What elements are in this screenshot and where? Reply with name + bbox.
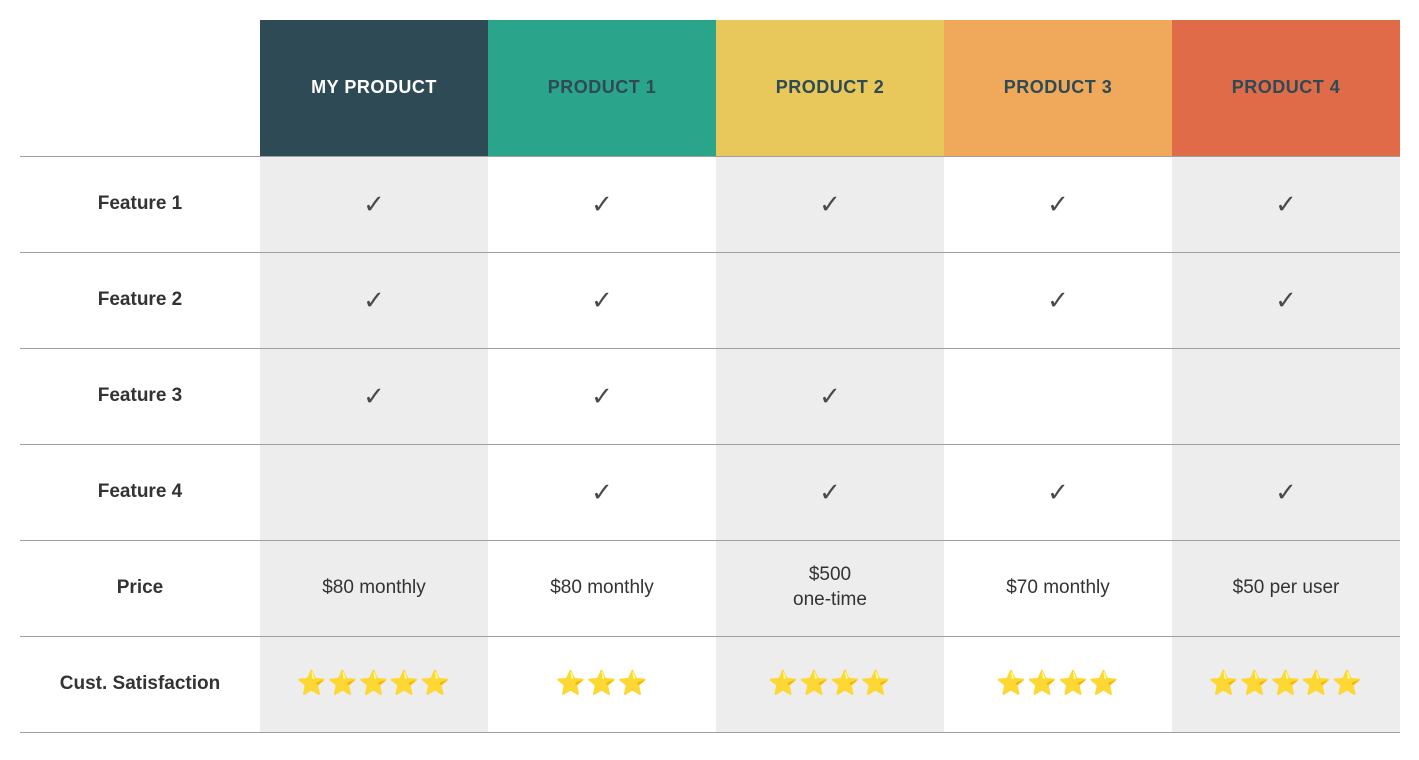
row-label: Price [20, 540, 260, 636]
cell-product_4 [1172, 348, 1400, 444]
cell-product_1: ⭐⭐⭐ [488, 636, 716, 732]
check-icon: ✓ [1047, 189, 1069, 219]
header-blank [20, 20, 260, 156]
cell-my_product: ✓ [260, 348, 488, 444]
cell-product_4: $50 per user [1172, 540, 1400, 636]
row-label: Feature 2 [20, 252, 260, 348]
cell-product_3: $70 monthly [944, 540, 1172, 636]
star-rating: ⭐⭐⭐⭐⭐ [297, 670, 451, 697]
row-label: Feature 4 [20, 444, 260, 540]
column-header-product_1: PRODUCT 1 [488, 20, 716, 156]
row-label: Cust. Satisfaction [20, 636, 260, 732]
cell-product_4: ⭐⭐⭐⭐⭐ [1172, 636, 1400, 732]
cell-product_1: ✓ [488, 348, 716, 444]
table-row: Price$80 monthly$80 monthly$500one-time$… [20, 540, 1400, 636]
column-header-product_2: PRODUCT 2 [716, 20, 944, 156]
cell-product_3: ✓ [944, 252, 1172, 348]
row-label: Feature 3 [20, 348, 260, 444]
check-icon: ✓ [819, 477, 841, 507]
cell-my_product: ⭐⭐⭐⭐⭐ [260, 636, 488, 732]
cell-my_product [260, 444, 488, 540]
cell-my_product: ✓ [260, 156, 488, 252]
cell-product_2: ✓ [716, 156, 944, 252]
check-icon: ✓ [363, 189, 385, 219]
cell-product_3 [944, 348, 1172, 444]
check-icon: ✓ [363, 285, 385, 315]
cell-product_4: ✓ [1172, 156, 1400, 252]
cell-my_product: ✓ [260, 252, 488, 348]
check-icon: ✓ [1275, 477, 1297, 507]
star-rating: ⭐⭐⭐⭐⭐ [1209, 670, 1363, 697]
cell-product_4: ✓ [1172, 252, 1400, 348]
table-header-row: MY PRODUCTPRODUCT 1PRODUCT 2PRODUCT 3PRO… [20, 20, 1400, 156]
star-rating: ⭐⭐⭐ [556, 670, 649, 697]
check-icon: ✓ [591, 477, 613, 507]
table-row: Feature 1 ✓ ✓ ✓ ✓ ✓ [20, 156, 1400, 252]
check-icon: ✓ [819, 189, 841, 219]
cell-product_2: $500one-time [716, 540, 944, 636]
cell-product_1: ✓ [488, 444, 716, 540]
check-icon: ✓ [819, 381, 841, 411]
cell-product_1: ✓ [488, 252, 716, 348]
column-header-product_3: PRODUCT 3 [944, 20, 1172, 156]
cell-product_3: ✓ [944, 156, 1172, 252]
column-header-my_product: MY PRODUCT [260, 20, 488, 156]
check-icon: ✓ [591, 189, 613, 219]
cell-product_2: ✓ [716, 444, 944, 540]
star-rating: ⭐⭐⭐⭐ [996, 670, 1120, 697]
check-icon: ✓ [591, 285, 613, 315]
column-header-product_4: PRODUCT 4 [1172, 20, 1400, 156]
comparison-table: MY PRODUCTPRODUCT 1PRODUCT 2PRODUCT 3PRO… [20, 20, 1400, 733]
star-rating: ⭐⭐⭐⭐ [768, 670, 892, 697]
cell-product_4: ✓ [1172, 444, 1400, 540]
check-icon: ✓ [591, 381, 613, 411]
cell-product_2 [716, 252, 944, 348]
check-icon: ✓ [1275, 189, 1297, 219]
cell-product_2: ✓ [716, 348, 944, 444]
table-row: Feature 4 ✓ ✓ ✓ ✓ [20, 444, 1400, 540]
table-row: Cust. Satisfaction⭐⭐⭐⭐⭐⭐⭐⭐⭐⭐⭐⭐⭐⭐⭐⭐⭐⭐⭐⭐⭐ [20, 636, 1400, 732]
cell-my_product: $80 monthly [260, 540, 488, 636]
cell-product_3: ✓ [944, 444, 1172, 540]
row-label: Feature 1 [20, 156, 260, 252]
check-icon: ✓ [1047, 477, 1069, 507]
cell-text: $500one-time [716, 563, 944, 612]
check-icon: ✓ [1275, 285, 1297, 315]
cell-product_3: ⭐⭐⭐⭐ [944, 636, 1172, 732]
check-icon: ✓ [363, 381, 385, 411]
table-row: Feature 3 ✓ ✓ ✓ [20, 348, 1400, 444]
cell-product_2: ⭐⭐⭐⭐ [716, 636, 944, 732]
check-icon: ✓ [1047, 285, 1069, 315]
table-row: Feature 2 ✓ ✓ ✓ ✓ [20, 252, 1400, 348]
table-body: Feature 1✓✓✓✓✓Feature 2✓✓✓✓Feature 3✓✓✓F… [20, 156, 1400, 732]
cell-product_1: $80 monthly [488, 540, 716, 636]
cell-product_1: ✓ [488, 156, 716, 252]
